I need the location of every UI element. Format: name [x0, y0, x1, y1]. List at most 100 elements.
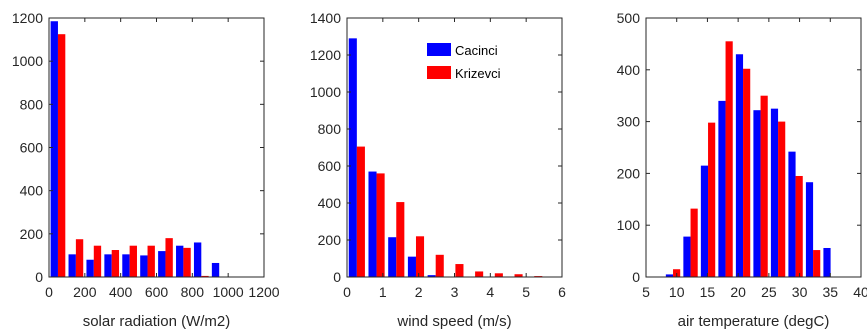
bar-krizevci-9: [514, 274, 523, 277]
bar-krizevci-5: [743, 68, 751, 277]
y-tick-label: 1000: [12, 53, 43, 69]
bar-cacinci-10: [823, 247, 831, 277]
bar-krizevci-3: [708, 122, 716, 277]
x-tick-label: 2: [415, 284, 423, 300]
x-tick-label: 35: [822, 284, 838, 300]
bar-cacinci-4: [407, 256, 416, 277]
x-tick-label: 5: [522, 284, 530, 300]
bar-krizevci-7: [475, 271, 484, 277]
bar-cacinci-4: [104, 254, 112, 277]
x-tick-label: 800: [181, 284, 205, 300]
bar-cacinci-6: [140, 255, 148, 277]
bar-cacinci-3: [700, 165, 709, 277]
chart-panel-1: 0 200 400 600 800 1000 12000200400600800100012…: [12, 10, 280, 330]
x-tick-label: 0: [343, 284, 351, 300]
bar-krizevci-6: [455, 264, 464, 277]
x-tick-label: 40: [853, 284, 867, 300]
bar-cacinci-1: [348, 38, 357, 277]
y-tick-label: 0: [35, 269, 43, 285]
y-tick-label: 500: [617, 10, 641, 26]
bar-krizevci-4: [725, 41, 733, 278]
bar-krizevci-6: [760, 95, 768, 277]
bar-cacinci-2: [368, 171, 377, 277]
bar-cacinci-8: [788, 151, 796, 277]
x-tick-label: 6: [558, 284, 566, 300]
y-tick-label: 400: [20, 183, 44, 199]
bar-krizevci-3: [396, 202, 405, 277]
chart-panel-2: 0 1 2 3 4 5 6 0 200 400 600 800 1000 1200 1400 wind spe…: [310, 10, 566, 330]
x-axis-label: wind speed (m/s): [396, 313, 511, 330]
y-tick-label: 1200: [12, 10, 43, 26]
axes-box: [645, 17, 862, 278]
x-tick-label: 1: [379, 284, 387, 300]
bar-krizevci-5: [129, 245, 137, 277]
x-tick-label: 15: [700, 284, 716, 300]
x-tick-label: 25: [761, 284, 777, 300]
bar-cacinci-9: [805, 182, 814, 277]
legend: Cacinci Krizevci: [427, 43, 501, 81]
y-tick-label: 600: [20, 140, 44, 156]
bar-cacinci-9: [193, 242, 202, 277]
x-tick-label: 1000: [213, 284, 244, 300]
y-tick-label: 300: [617, 114, 641, 130]
x-tick-label: 10: [669, 284, 685, 300]
x-tick-label: 20: [730, 284, 746, 300]
x-tick-label: 3: [451, 284, 459, 300]
bar-krizevci-1: [356, 146, 365, 277]
bar-cacinci-7: [770, 108, 779, 278]
bar-krizevci-4: [415, 236, 425, 277]
bar-krizevci-8: [494, 273, 503, 277]
x-tick-label: 30: [792, 284, 808, 300]
bar-cacinci-10: [211, 262, 220, 277]
y-tick-label: 0: [632, 269, 640, 285]
x-axis-label: solar radiation (W/m2): [83, 313, 231, 330]
y-tick-label: 200: [617, 165, 641, 181]
bar-cacinci-8: [176, 245, 184, 277]
y-tick-label: 400: [617, 62, 641, 78]
bar-krizevci-5: [435, 254, 444, 277]
bar-cacinci-5: [122, 254, 130, 277]
bar-krizevci-7: [165, 238, 173, 277]
bar-krizevci-6: [147, 245, 155, 277]
y-tick-label: 1200: [310, 47, 341, 63]
y-tick-label: 200: [318, 232, 342, 248]
bar-krizevci-2: [690, 208, 698, 277]
bar-cacinci-2: [683, 236, 691, 277]
bar-krizevci-3: [93, 245, 102, 277]
legend-label-cacinci: Cacinci: [455, 43, 498, 58]
bar-cacinci-6: [753, 110, 761, 277]
bar-krizevci-2: [75, 239, 84, 277]
x-tick-label: 1200: [248, 284, 279, 300]
bar-krizevci-7: [778, 121, 786, 277]
bar-krizevci-8: [183, 247, 191, 277]
x-tick-label: 0: [45, 284, 53, 300]
y-tick-label: 200: [20, 226, 44, 242]
y-tick-label: 1000: [310, 84, 341, 100]
y-tick-label: 1400: [310, 10, 341, 26]
bar-krizevci-1: [57, 34, 66, 277]
legend-swatch-cacinci: [427, 43, 451, 56]
y-tick-label: 600: [318, 158, 342, 174]
bar-cacinci-1: [50, 21, 58, 277]
x-tick-label: 400: [109, 284, 133, 300]
bar-cacinci-1: [665, 274, 674, 277]
bar-krizevci-8: [795, 175, 803, 277]
y-tick-label: 800: [20, 96, 44, 112]
x-tick-label: 4: [486, 284, 494, 300]
y-tick-label: 0: [333, 269, 341, 285]
bar-cacinci-3: [86, 259, 94, 277]
axes-box: [48, 17, 265, 278]
x-tick-label: 600: [145, 284, 169, 300]
x-axis-label: air temperature (degC): [678, 313, 830, 330]
bar-krizevci-9: [201, 275, 209, 277]
y-tick-label: 400: [318, 195, 342, 211]
bar-cacinci-2: [68, 254, 76, 277]
bar-cacinci-3: [388, 237, 397, 277]
legend-label-krizevci: Krizevci: [455, 66, 501, 81]
x-tick-label: 200: [73, 284, 97, 300]
x-tick-label: 5: [642, 284, 650, 300]
bar-cacinci-5: [735, 54, 744, 278]
bar-cacinci-4: [718, 100, 726, 277]
